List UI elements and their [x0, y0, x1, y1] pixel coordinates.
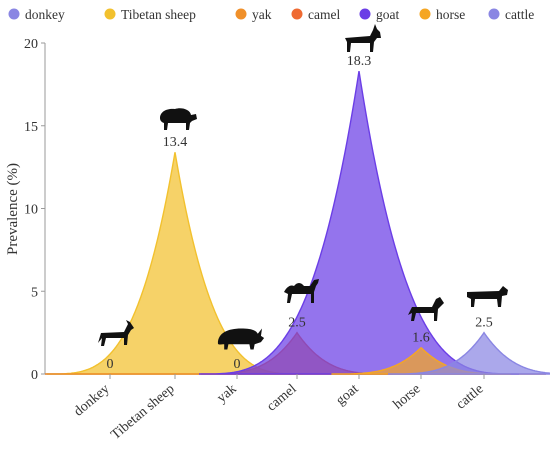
- y-axis-title: Prevalence (%): [5, 163, 21, 255]
- legend-swatch: [419, 8, 431, 20]
- axes: Prevalence (%): [5, 43, 546, 375]
- legend-item[interactable]: horse: [419, 7, 466, 22]
- cattle-icon: [467, 286, 508, 307]
- legend-label: cattle: [505, 7, 534, 22]
- value-label: 0: [234, 357, 241, 372]
- goat-icon: [345, 24, 381, 52]
- x-tick-label: horse: [391, 382, 424, 413]
- value-label: 1.6: [412, 331, 430, 346]
- legend-item[interactable]: goat: [359, 7, 400, 22]
- sheep-icon: [160, 108, 197, 130]
- x-tick-label: yak: [214, 382, 239, 406]
- legend-label: goat: [376, 7, 399, 22]
- value-label: 2.5: [475, 316, 493, 331]
- peaks: [45, 70, 550, 375]
- value-label: 18.3: [347, 54, 372, 69]
- legend: donkey Tibetan sheep yak camel goat horse catt…: [8, 7, 535, 22]
- legend-swatch: [8, 8, 20, 20]
- legend-swatch: [359, 8, 371, 20]
- legend-swatch: [291, 8, 303, 20]
- x-tick-label: cattle: [454, 382, 487, 413]
- legend-label: camel: [308, 7, 340, 22]
- y-tick-label: 10: [24, 203, 38, 218]
- legend-item[interactable]: cattle: [488, 7, 535, 22]
- legend-label: horse: [436, 7, 465, 22]
- value-labels: 0 13.4 0 2.5 18.3 1.6 2.5: [107, 54, 493, 372]
- legend-label: donkey: [25, 7, 65, 22]
- x-tick-label: camel: [264, 382, 299, 415]
- x-tick-label: Tibetan sheep: [108, 382, 177, 443]
- yak-icon: [217, 328, 265, 350]
- peak-cattle: [388, 331, 550, 375]
- x-tick-label: donkey: [71, 382, 112, 420]
- legend-swatch: [488, 8, 500, 20]
- x-tick-label: goat: [333, 382, 361, 409]
- legend-label: yak: [252, 7, 272, 22]
- peak-tibetan-sheep: [47, 152, 303, 375]
- legend-label: Tibetan sheep: [121, 7, 196, 22]
- horse-icon: [408, 297, 444, 321]
- y-tick-label: 15: [24, 120, 38, 135]
- y-ticks: 0 5 10 15 20: [24, 37, 45, 383]
- value-label: 2.5: [288, 316, 306, 331]
- camel-icon: [284, 279, 319, 303]
- legend-item[interactable]: camel: [291, 7, 341, 22]
- legend-item[interactable]: donkey: [8, 7, 65, 22]
- value-label: 13.4: [163, 135, 188, 150]
- peak-goat: [199, 70, 519, 375]
- y-tick-label: 20: [24, 37, 38, 52]
- value-label: 0: [107, 357, 114, 372]
- legend-item[interactable]: yak: [235, 7, 272, 22]
- legend-swatch: [235, 8, 247, 20]
- legend-swatch: [104, 8, 116, 20]
- y-tick-label: 5: [31, 285, 38, 300]
- animal-icons: [98, 24, 508, 350]
- legend-item[interactable]: Tibetan sheep: [104, 7, 197, 22]
- donkey-icon: [98, 320, 134, 346]
- y-tick-label: 0: [31, 368, 38, 383]
